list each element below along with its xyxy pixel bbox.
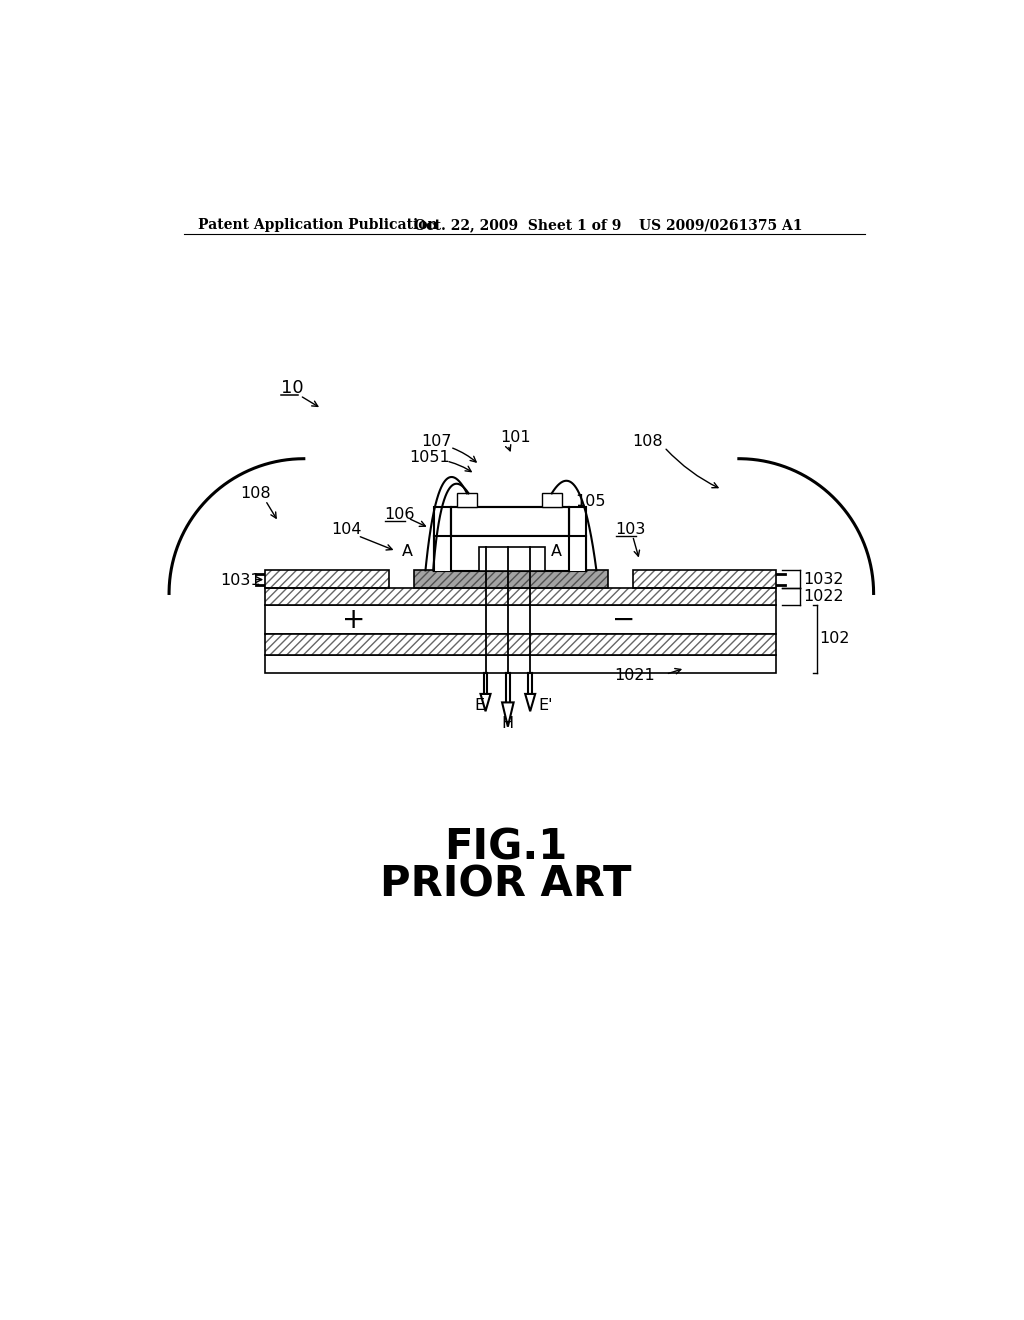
Bar — [633, 570, 776, 589]
Bar — [542, 494, 562, 507]
Text: 1022: 1022 — [803, 589, 844, 605]
Text: 103: 103 — [615, 521, 646, 537]
Text: E': E' — [538, 697, 552, 713]
Text: 1032: 1032 — [803, 572, 844, 586]
Bar — [265, 605, 776, 635]
Bar — [451, 507, 569, 536]
Bar — [479, 548, 545, 572]
Text: 1031: 1031 — [220, 573, 261, 587]
Bar — [451, 507, 569, 572]
Text: 1051: 1051 — [410, 450, 451, 465]
Bar — [265, 589, 776, 605]
Bar — [457, 494, 477, 507]
Bar — [265, 635, 776, 655]
Text: A: A — [401, 544, 413, 558]
Text: Patent Application Publication: Patent Application Publication — [199, 218, 438, 232]
Bar — [414, 570, 608, 589]
Text: 101: 101 — [500, 430, 530, 445]
Text: −: − — [611, 606, 635, 634]
Text: Oct. 22, 2009  Sheet 1 of 9: Oct. 22, 2009 Sheet 1 of 9 — [414, 218, 622, 232]
Text: H: H — [502, 715, 514, 731]
Bar — [434, 536, 587, 572]
Text: 104: 104 — [331, 521, 361, 537]
Bar — [265, 635, 776, 655]
Text: FIG.1: FIG.1 — [444, 826, 567, 869]
Text: 106: 106 — [385, 507, 415, 521]
Polygon shape — [502, 702, 514, 726]
Text: PRIOR ART: PRIOR ART — [380, 863, 632, 906]
Bar — [265, 570, 389, 589]
Text: 108: 108 — [632, 434, 663, 449]
Bar — [434, 507, 451, 572]
Bar — [265, 589, 776, 605]
Text: +: + — [342, 606, 366, 634]
Text: 105: 105 — [574, 494, 605, 508]
Bar — [414, 570, 608, 589]
Bar — [633, 570, 776, 589]
Text: 1021: 1021 — [614, 668, 655, 684]
Bar — [265, 570, 389, 589]
Bar — [633, 570, 776, 589]
Text: 108: 108 — [241, 486, 271, 500]
Text: E: E — [474, 697, 484, 713]
Bar — [414, 570, 608, 589]
Text: 102: 102 — [819, 631, 850, 647]
Text: A: A — [551, 544, 562, 558]
Bar — [265, 570, 389, 589]
Bar — [265, 589, 776, 605]
Bar — [414, 570, 608, 589]
Text: 10: 10 — [281, 379, 303, 397]
Text: 107: 107 — [421, 434, 452, 449]
Polygon shape — [525, 694, 536, 711]
Polygon shape — [480, 694, 490, 711]
Bar — [569, 507, 587, 572]
Text: US 2009/0261375 A1: US 2009/0261375 A1 — [639, 218, 802, 232]
Bar — [265, 635, 776, 655]
Bar — [265, 655, 776, 673]
